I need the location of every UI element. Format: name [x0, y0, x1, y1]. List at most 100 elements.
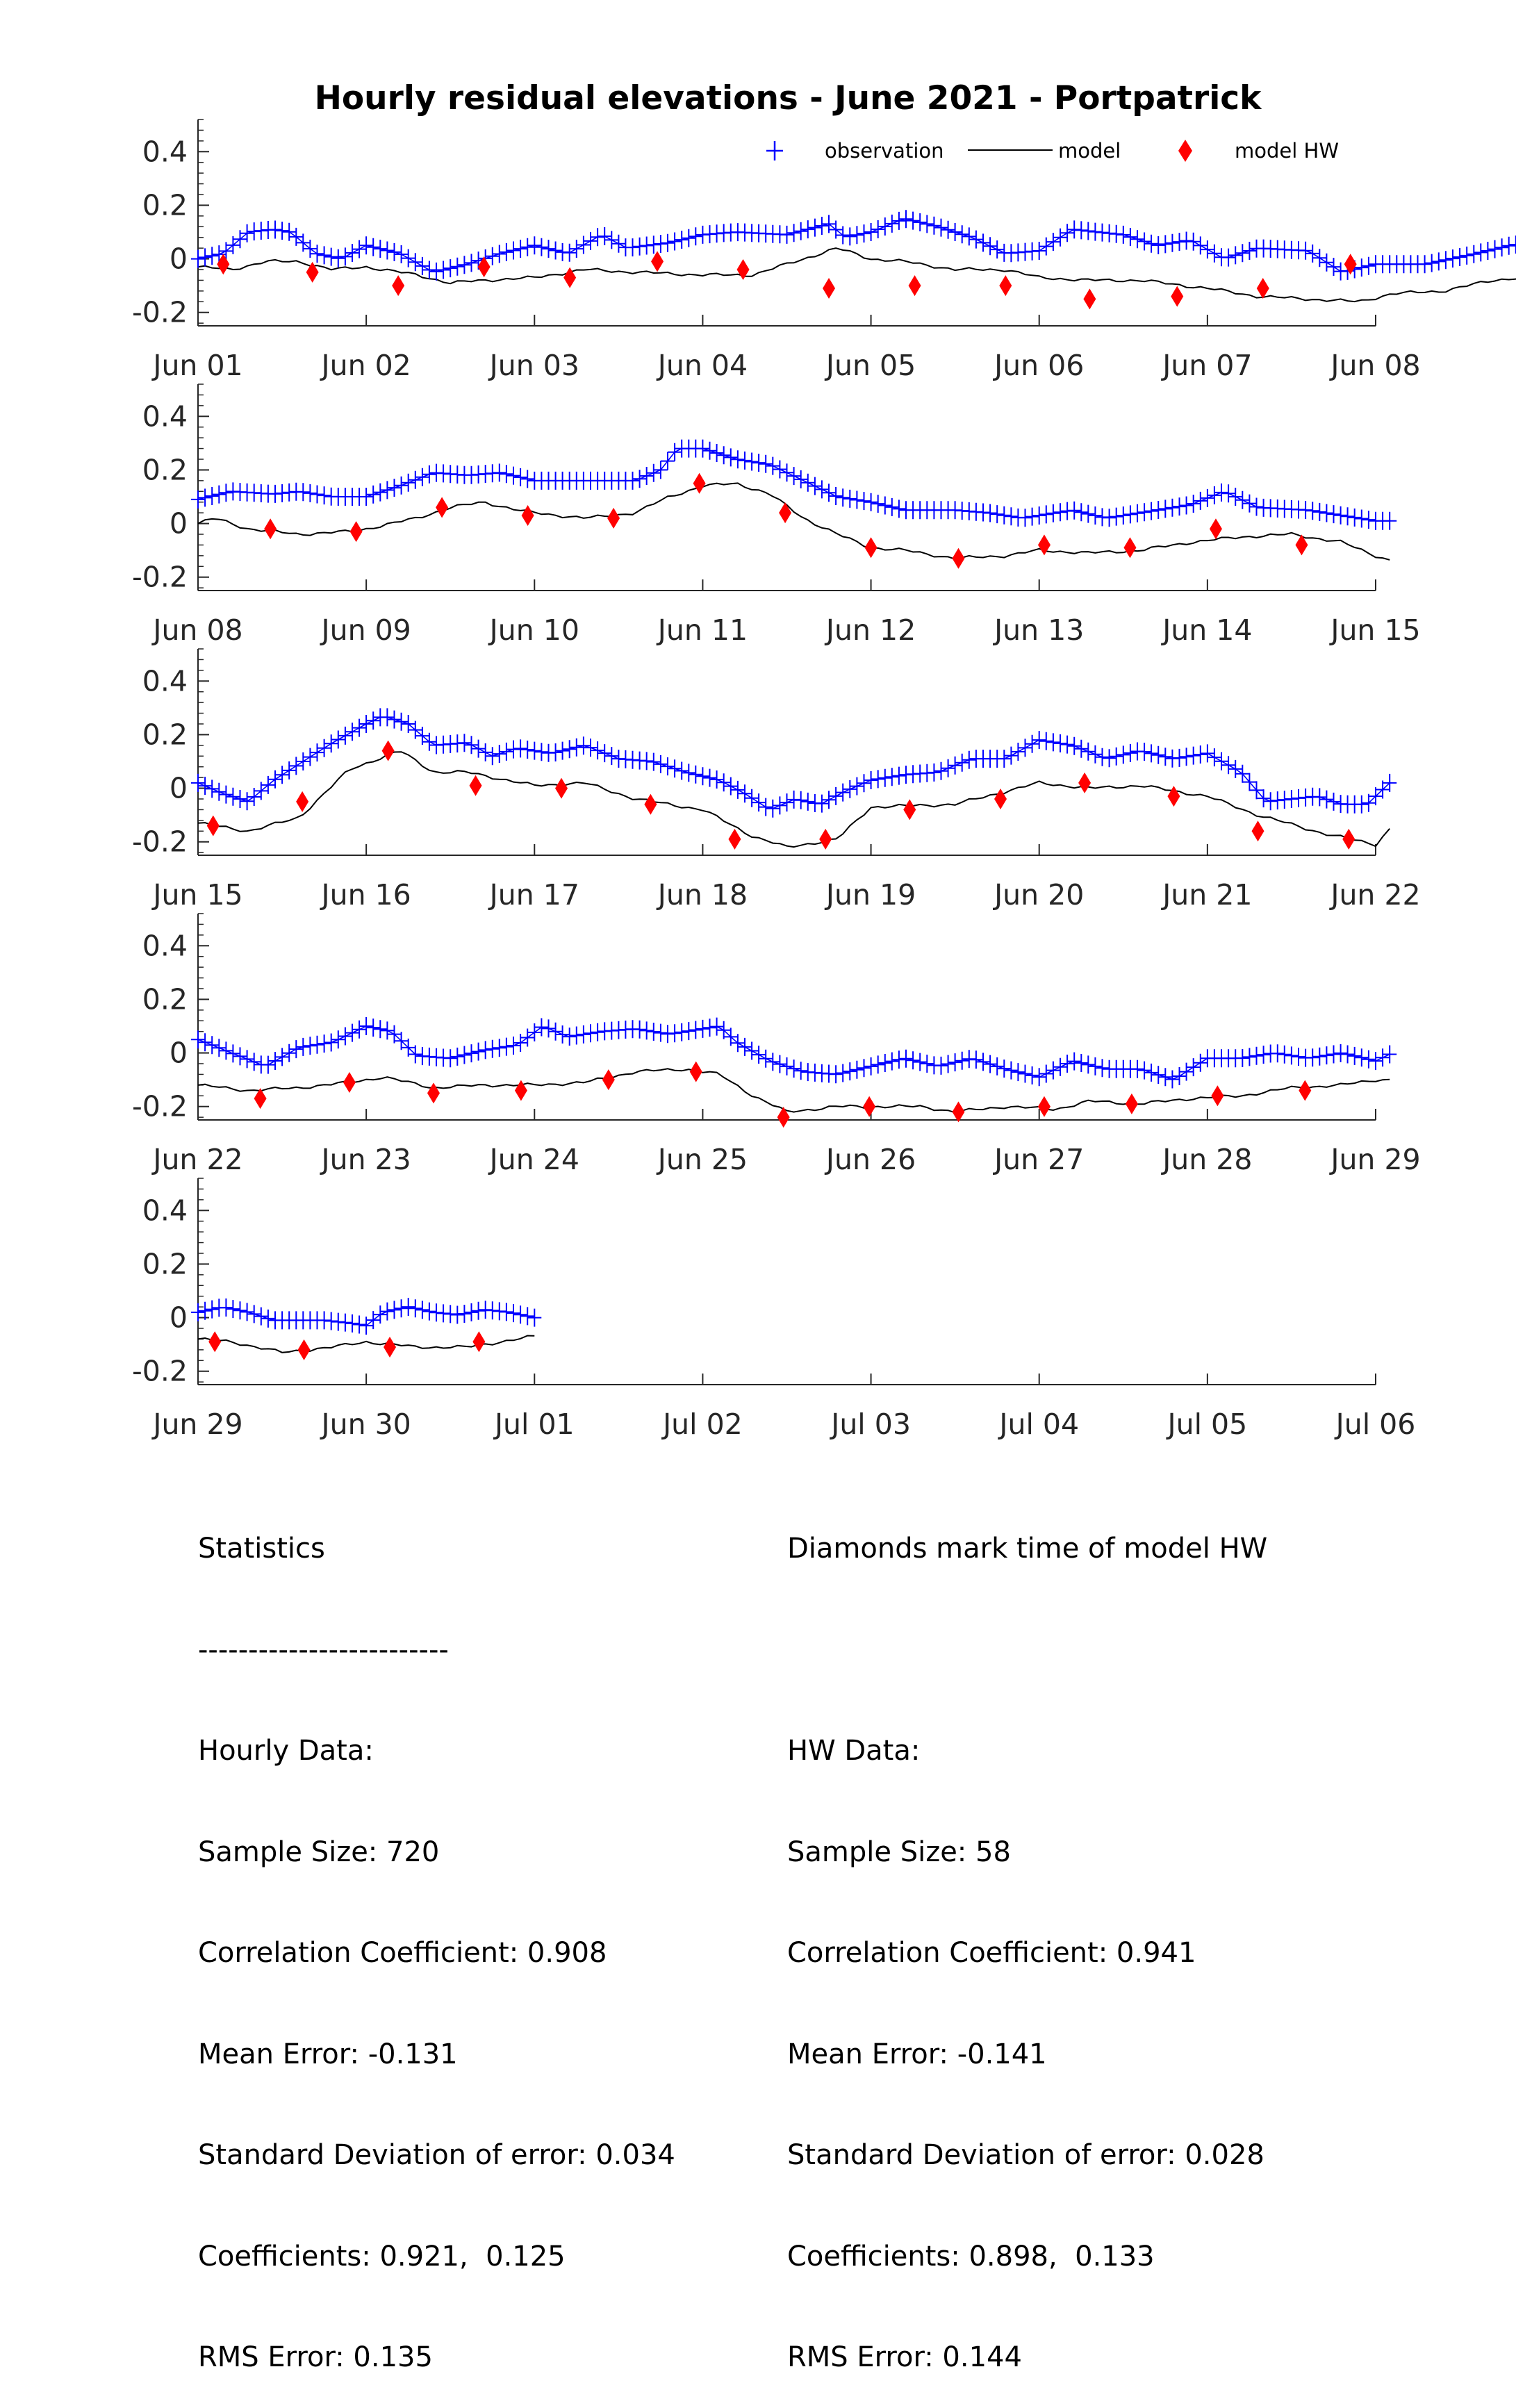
model-hw-marker [909, 275, 921, 296]
model-hw-marker [208, 1331, 221, 1352]
hw-coefficients: Coefficients: 0.898, 0.133 [787, 2240, 1267, 2274]
observation-marker [1151, 746, 1165, 764]
observation-marker [577, 736, 591, 754]
y-tick-label: 0.2 [142, 453, 188, 486]
observation-marker [205, 780, 219, 798]
observation-marker [577, 236, 591, 254]
observation-marker [380, 242, 394, 260]
model-hw-marker [1299, 1080, 1311, 1101]
observation-marker [878, 497, 892, 515]
observation-marker [1081, 505, 1095, 523]
observation-marker [941, 759, 955, 777]
observation-marker [1130, 504, 1144, 522]
observation-marker [1173, 497, 1187, 516]
y-tick-label: 0.2 [142, 718, 188, 751]
observation-marker [794, 1062, 808, 1080]
observation-marker [717, 773, 731, 791]
observation-marker [1453, 248, 1467, 266]
observation-marker [780, 1057, 794, 1075]
x-tick-label: Jul 03 [829, 1408, 911, 1441]
observation-marker [892, 767, 906, 785]
model-hw-marker [1211, 1085, 1223, 1106]
observation-marker [373, 240, 387, 258]
observation-marker [268, 1052, 282, 1070]
observation-marker [563, 244, 577, 262]
observation-marker [836, 488, 850, 506]
hourly-statistics-block: Statistics ------------------------- Hou… [198, 1465, 675, 2408]
observation-marker [1292, 1048, 1305, 1066]
observation-marker [906, 212, 920, 230]
observation-marker [1348, 509, 1362, 527]
observation-marker [969, 231, 983, 249]
observation-marker [591, 1023, 604, 1041]
observation-marker [1137, 1062, 1151, 1080]
y-tick-label: -0.2 [132, 561, 188, 594]
observation-marker [668, 759, 682, 777]
observation-marker [457, 1046, 471, 1064]
observation-marker [604, 747, 618, 765]
observation-marker [513, 1034, 527, 1052]
observation-marker [633, 1021, 647, 1039]
observation-marker [1235, 244, 1249, 262]
observation-marker [338, 247, 352, 265]
model-hw-marker [690, 1062, 702, 1082]
observation-marker [990, 505, 1004, 523]
observation-marker [1319, 254, 1333, 272]
observation-marker [1060, 736, 1074, 754]
legend-model-hw-label: model HW [1235, 139, 1339, 163]
hw-rms-error: RMS Error: 0.144 [787, 2341, 1267, 2375]
observation-marker [738, 784, 752, 802]
observation-marker [1032, 731, 1046, 749]
observation-marker [745, 453, 759, 471]
model-hw-marker [350, 521, 363, 542]
model-hw-marker [865, 537, 878, 558]
observation-marker [675, 762, 689, 780]
observation-marker [997, 750, 1011, 768]
observation-marker [198, 248, 212, 266]
observation-marker [1348, 1047, 1362, 1065]
observation-marker [472, 740, 486, 758]
observation-marker [948, 757, 962, 775]
observation-marker [275, 222, 289, 240]
y-tick-label: -0.2 [132, 296, 188, 329]
hw-sample-size: Sample Size: 58 [787, 1836, 1267, 1870]
observation-marker [695, 767, 709, 785]
observation-marker [584, 739, 598, 757]
observation-marker [787, 224, 801, 242]
observation-marker [654, 755, 668, 773]
observation-marker [1123, 228, 1137, 246]
observation-marker [450, 1306, 464, 1324]
observation-marker [191, 774, 205, 792]
observation-marker [906, 1051, 920, 1069]
observation-marker [415, 1301, 429, 1319]
model-hw-marker [478, 256, 491, 277]
observation-marker [843, 490, 857, 508]
observation-marker [366, 486, 380, 504]
observation-marker [633, 470, 647, 488]
observation-marker [1144, 235, 1158, 253]
observation-marker [366, 711, 380, 729]
observation-marker [429, 263, 443, 281]
observation-marker [549, 743, 563, 761]
observation-marker [465, 736, 479, 754]
observation-marker [766, 457, 780, 475]
observation-marker [506, 741, 520, 759]
observation-marker [871, 1055, 885, 1073]
observation-marker [570, 1027, 584, 1045]
model-hw-marker [952, 548, 964, 569]
observation-marker [843, 227, 857, 245]
observation-marker [506, 1304, 520, 1322]
y-tick-label: -0.2 [132, 1355, 188, 1388]
observation-marker [275, 766, 289, 784]
observation-marker [794, 470, 808, 488]
hw-spacer [787, 1633, 1267, 1667]
observation-marker [219, 1041, 233, 1059]
model-hw-marker [1171, 286, 1183, 307]
y-tick-label: 0 [170, 1037, 188, 1070]
y-tick-label: -0.2 [132, 825, 188, 859]
observation-marker [1011, 743, 1025, 761]
observation-marker [773, 1055, 786, 1073]
observation-marker [1173, 233, 1187, 251]
model-hw-marker [343, 1072, 356, 1093]
